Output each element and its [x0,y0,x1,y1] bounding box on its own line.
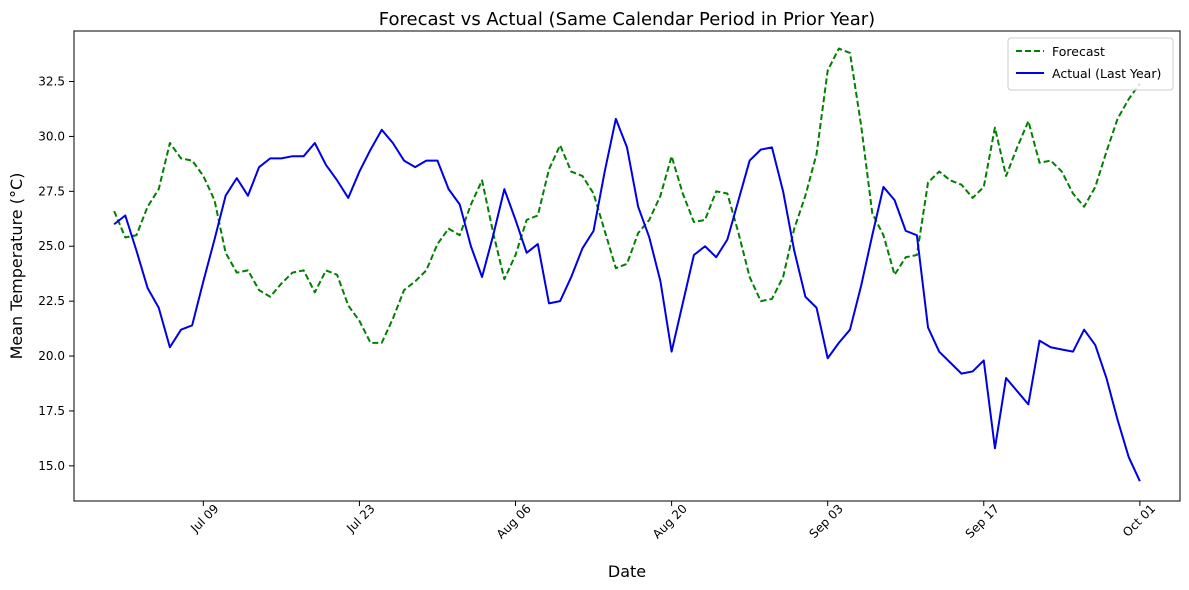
x-tick-label: Jul 09 [187,502,221,536]
plot-lines [113,47,1141,482]
x-tick-label: Oct 01 [1120,502,1158,540]
chart-title: Forecast vs Actual (Same Calendar Period… [379,9,875,30]
y-tick-label: 20.0 [38,349,65,363]
series-line-forecast [113,47,1141,344]
legend: Forecast Actual (Last Year) [1007,37,1174,91]
legend-label-forecast: Forecast [1052,44,1105,59]
y-tick-label: 25.0 [38,239,65,253]
x-tick-label: Sep 17 [963,502,1002,541]
x-tick-label: Sep 03 [807,502,846,541]
x-tick-label: Aug 20 [650,502,690,542]
y-tick-label: 32.5 [38,75,65,89]
y-tick-label: 15.0 [38,459,65,473]
y-axis-label: Mean Temperature (°C) [7,173,26,360]
x-tick-label: Aug 06 [494,502,534,542]
legend-label-actual: Actual (Last Year) [1052,66,1161,81]
plot-frame [73,30,1181,502]
y-tick-label: 17.5 [38,404,65,418]
x-axis-label: Date [608,562,646,581]
legend-box [1007,37,1174,91]
y-tick-label: 27.5 [38,184,65,198]
x-tick-label: Jul 23 [343,502,377,536]
series-line-actual [113,117,1141,482]
y-tick-label: 30.0 [38,129,65,143]
y-tick-label: 22.5 [38,294,65,308]
y-axis: 15.0 17.5 20.0 22.5 25.0 27.5 30.0 32.5 [38,75,74,473]
x-axis: Jul 09 Jul 23 Aug 06 Aug 20 Sep 03 Sep 17 Oct … [187,501,1158,542]
